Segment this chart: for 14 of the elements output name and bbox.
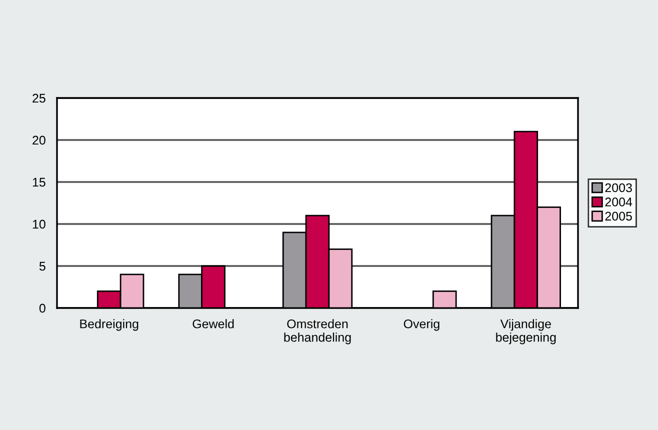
x-tick-label: Vijandige bejegening: [496, 319, 556, 344]
legend-label: 2005: [605, 212, 632, 221]
y-tick-label: 10: [32, 220, 46, 229]
y-tick-label: 25: [32, 94, 46, 103]
y-tick-label: 20: [32, 136, 46, 145]
x-tick-label: Overig: [404, 319, 440, 331]
legend-label: 2003: [605, 183, 632, 192]
x-tick-label: Omstreden behandeling: [284, 319, 351, 344]
y-tick-label: 5: [39, 262, 46, 271]
x-tick-label: Geweld: [192, 319, 234, 328]
x-tick-label: Bedreiging: [80, 319, 138, 331]
y-tick-label: 15: [32, 178, 46, 187]
y-tick-label: 0: [39, 304, 46, 313]
legend-label: 2004: [605, 198, 632, 206]
